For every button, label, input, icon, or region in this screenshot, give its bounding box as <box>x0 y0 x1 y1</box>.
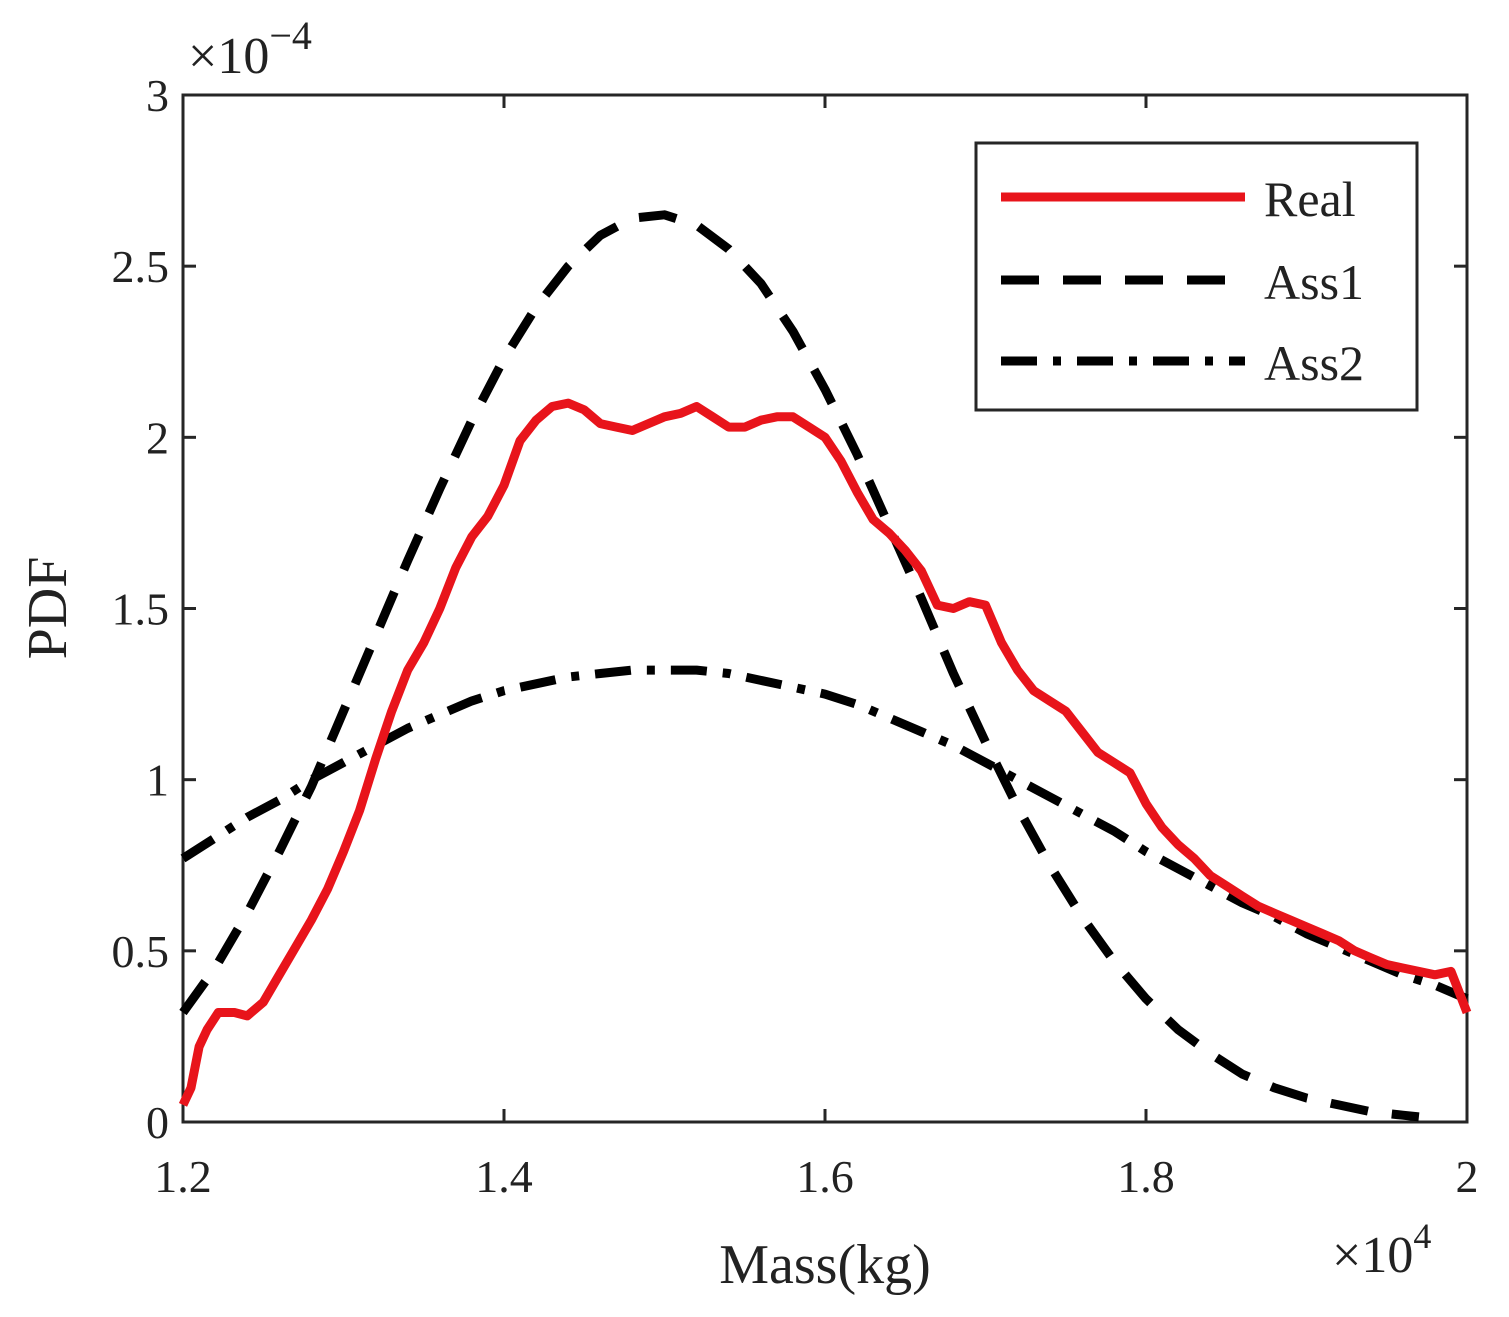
y-tick-labels: 0 0.5 1 1.5 2 2.5 3 <box>112 70 170 1148</box>
y-tick-label: 1 <box>146 755 169 806</box>
y-tick-label: 2 <box>146 412 169 463</box>
x-tick-labels: 1.2 1.4 1.6 1.8 2 <box>154 1151 1478 1202</box>
x-multiplier: ×104 <box>1332 1216 1431 1284</box>
legend-label-ass2: Ass2 <box>1264 335 1364 391</box>
y-tick-label: 1.5 <box>112 584 170 635</box>
series-line-real <box>178 398 1472 1107</box>
x-tick-label: 1.4 <box>475 1151 533 1202</box>
axis-ticks <box>181 93 1469 1124</box>
y-multiplier: ×10−4 <box>188 13 312 85</box>
legend: Real Ass1 Ass2 <box>974 141 1419 412</box>
x-multiplier-exponent: 4 <box>1413 1216 1431 1256</box>
series-line-ass1 <box>179 210 1420 1122</box>
legend-label-ass1: Ass1 <box>1264 254 1364 310</box>
series-layer <box>178 210 1472 1122</box>
x-axis-label: Mass(kg) <box>719 1234 931 1296</box>
x-multiplier-base: ×10 <box>1332 1227 1413 1284</box>
y-tick-label: 2.5 <box>112 241 170 292</box>
x-tick-label: 1.8 <box>1117 1151 1175 1202</box>
y-tick-label: 0 <box>146 1097 169 1148</box>
x-tick-label: 2 <box>1456 1151 1479 1202</box>
legend-label-real: Real <box>1264 171 1356 227</box>
y-multiplier-base: ×10 <box>188 28 269 85</box>
y-multiplier-exponent: −4 <box>269 13 312 58</box>
x-tick-label: 1.2 <box>154 1151 212 1202</box>
y-tick-label: 0.5 <box>112 926 170 977</box>
y-axis-label: PDF <box>17 557 79 660</box>
x-tick-label: 1.6 <box>796 1151 854 1202</box>
y-tick-label: 3 <box>146 70 169 121</box>
